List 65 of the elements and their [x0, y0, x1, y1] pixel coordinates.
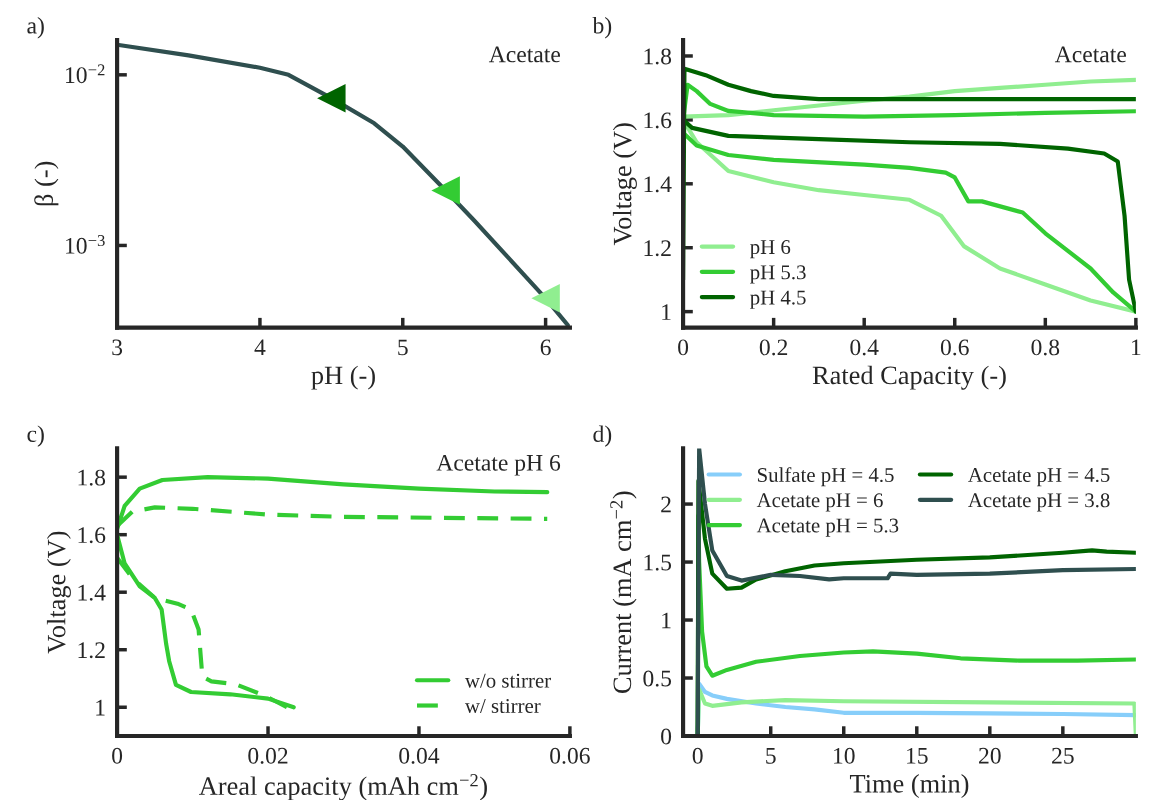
- y-tick-label: 1.5: [644, 554, 672, 571]
- y-tick-label: 2: [661, 496, 671, 513]
- annotation: Acetate: [1054, 46, 1126, 63]
- x-tick-label: 0: [678, 339, 689, 356]
- x-tick-label: 25: [1052, 747, 1074, 764]
- legend-label: pH 4.5: [750, 290, 806, 309]
- text: b): [592, 16, 612, 39]
- legend-label: Sulfate pH = 4.5: [757, 467, 894, 487]
- y-tick-label: 1.6: [644, 112, 672, 129]
- y-tick-label: 10$^{−3}$: [66, 234, 105, 254]
- y-tick-label: 1.2: [78, 642, 105, 659]
- y-tick-label: 0.5: [643, 670, 672, 687]
- y-tick-label: 1: [662, 304, 671, 320]
- legend-label: w/ stirrer: [464, 699, 541, 714]
- y-tick-label: 1.4: [644, 176, 672, 193]
- y-tick-label: 1.8: [78, 469, 106, 486]
- y-tick-label: 10$^{−2}$: [66, 64, 105, 84]
- x-tick-label: 0.06: [550, 747, 590, 764]
- x-tick-label: 10: [834, 747, 855, 764]
- x-tick-label: 0.4: [850, 339, 879, 356]
- legend-label: Acetate pH = 6: [756, 493, 883, 512]
- text: a): [27, 16, 44, 39]
- text: d): [593, 425, 612, 447]
- legend-label: w/o stirrer: [464, 673, 551, 688]
- x-tick-label: 3: [112, 339, 123, 356]
- x-tick-label: 1: [1132, 339, 1141, 356]
- x-tick-label: 20: [979, 747, 1001, 764]
- y-tick-label: 1.8: [644, 48, 672, 65]
- x-axis-title: Areal capacity (mAh cm$^{−2}$): [199, 774, 487, 800]
- x-tick-label: 5: [766, 748, 776, 764]
- legend-label: Acetate pH = 5.3: [756, 518, 899, 537]
- x-tick-label: 0.6: [940, 339, 969, 356]
- x-tick-label: 5: [398, 339, 408, 356]
- y-tick-label: 1: [662, 612, 671, 629]
- x-axis-title: Rated Capacity (-): [812, 365, 1006, 390]
- y-tick-label: 1.6: [78, 527, 106, 544]
- y-axis-title: Voltage (V): [612, 123, 637, 246]
- legend-label: Acetate pH = 4.5: [968, 468, 1110, 487]
- x-tick-label: 15: [907, 747, 928, 764]
- point: [531, 284, 560, 313]
- x-tick-label: 0: [692, 747, 703, 764]
- y-tick-label: 1.2: [644, 240, 671, 257]
- x-tick-label: 0.02: [248, 747, 288, 764]
- x-tick-label: 0.04: [399, 747, 440, 764]
- y-tick-label: 0: [661, 728, 672, 745]
- x-tick-label: 0: [112, 747, 123, 764]
- point: [431, 176, 460, 205]
- y-tick-label: 1: [96, 699, 105, 716]
- x-tick-label: 0.2: [759, 339, 788, 356]
- x-axis-title: pH (-): [311, 365, 375, 390]
- y-axis-title: β (-): [34, 161, 59, 206]
- x-tick-label: 0.8: [1031, 339, 1060, 356]
- annotation: Acetate: [488, 46, 561, 63]
- point: [317, 83, 346, 113]
- x-axis-title: Time (min): [849, 774, 969, 799]
- annotation: Acetate pH 6: [436, 454, 561, 476]
- y-axis-title: Voltage (V): [46, 531, 71, 654]
- text: c): [27, 425, 44, 447]
- legend-label: pH 5.3: [750, 265, 806, 284]
- x-tick-label: 4: [254, 339, 266, 356]
- legend-label: Acetate pH = 3.8: [968, 493, 1110, 512]
- legend-label: pH 6: [750, 240, 791, 259]
- y-tick-label: 1.4: [78, 584, 106, 601]
- y-axis-title: Current (mA cm$^{−2}$): [610, 491, 637, 693]
- x-tick-label: 6: [540, 339, 551, 356]
